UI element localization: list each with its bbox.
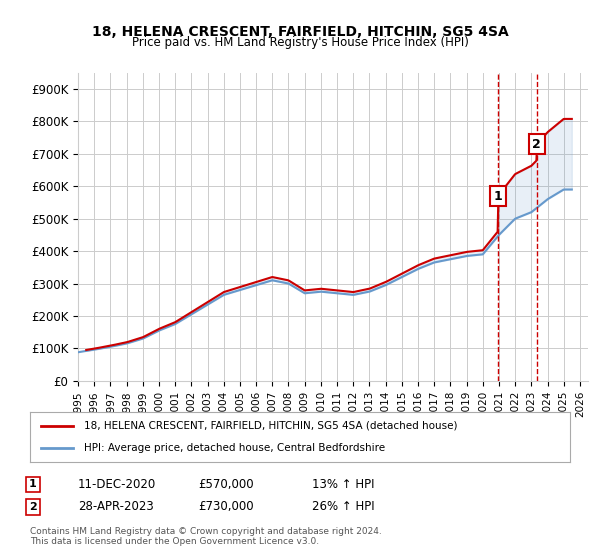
Text: 2: 2 (29, 502, 37, 512)
Text: HPI: Average price, detached house, Central Bedfordshire: HPI: Average price, detached house, Cent… (84, 443, 385, 453)
Text: 18, HELENA CRESCENT, FAIRFIELD, HITCHIN, SG5 4SA: 18, HELENA CRESCENT, FAIRFIELD, HITCHIN,… (92, 25, 508, 39)
Text: 2: 2 (532, 138, 541, 151)
Text: 28-APR-2023: 28-APR-2023 (78, 500, 154, 514)
Text: Contains HM Land Registry data © Crown copyright and database right 2024.
This d: Contains HM Land Registry data © Crown c… (30, 526, 382, 546)
Text: 26% ↑ HPI: 26% ↑ HPI (312, 500, 374, 514)
Text: 1: 1 (494, 189, 503, 203)
Text: £570,000: £570,000 (198, 478, 254, 491)
Text: 18, HELENA CRESCENT, FAIRFIELD, HITCHIN, SG5 4SA (detached house): 18, HELENA CRESCENT, FAIRFIELD, HITCHIN,… (84, 421, 458, 431)
Text: 13% ↑ HPI: 13% ↑ HPI (312, 478, 374, 491)
Text: Price paid vs. HM Land Registry's House Price Index (HPI): Price paid vs. HM Land Registry's House … (131, 36, 469, 49)
Text: 1: 1 (29, 479, 37, 489)
Text: 11-DEC-2020: 11-DEC-2020 (78, 478, 156, 491)
Text: £730,000: £730,000 (198, 500, 254, 514)
